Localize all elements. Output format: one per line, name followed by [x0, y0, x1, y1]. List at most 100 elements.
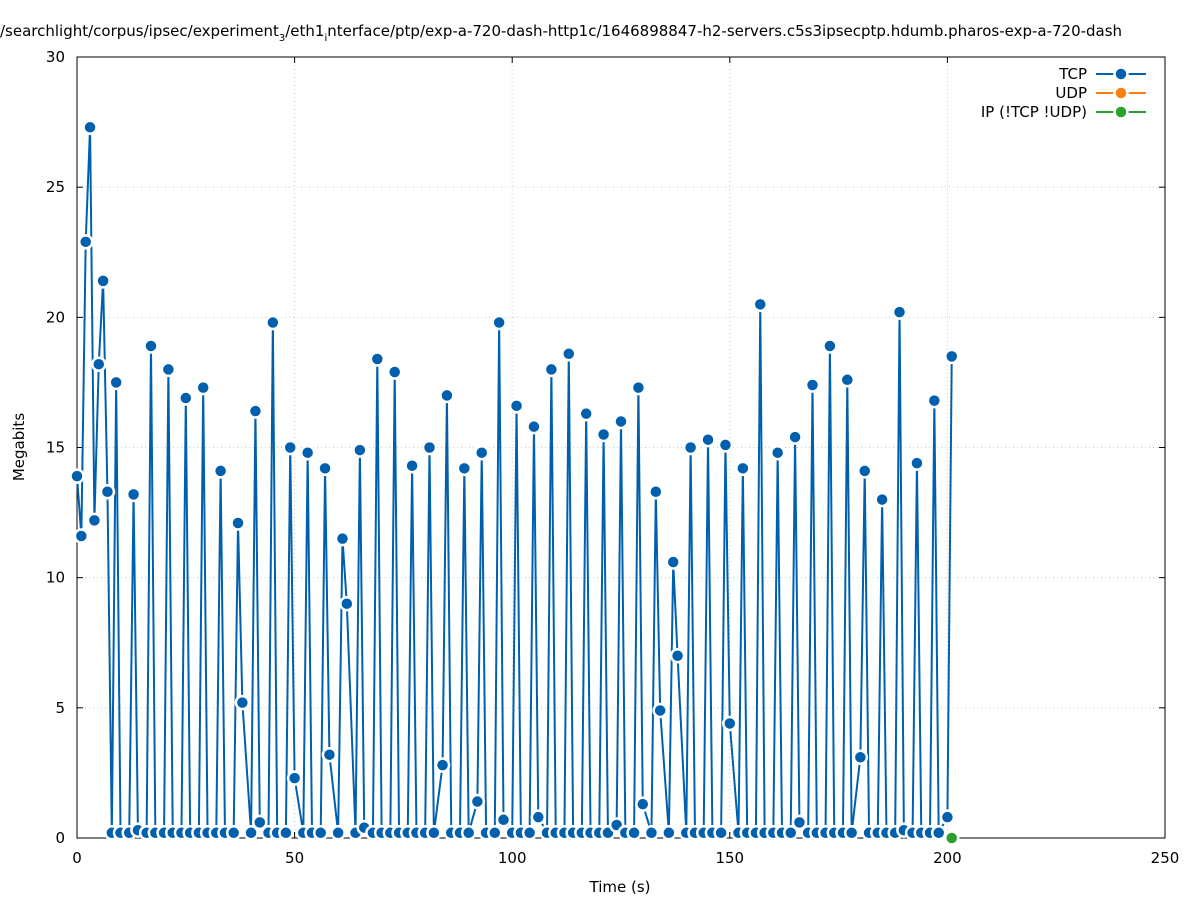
data-point — [334, 530, 351, 547]
data-point — [613, 413, 629, 430]
data-point — [386, 364, 403, 380]
data-point — [339, 595, 355, 612]
data-point — [352, 442, 368, 458]
data-point — [230, 515, 246, 531]
data-point — [495, 812, 512, 828]
data-point — [421, 439, 438, 456]
legend-item: TCP — [1058, 65, 1146, 83]
data-point — [321, 746, 338, 763]
data-point — [595, 426, 612, 443]
data-point — [543, 361, 560, 378]
data-point — [578, 405, 594, 422]
data-point — [225, 825, 242, 841]
data-point — [278, 825, 294, 841]
series-0 — [69, 119, 960, 841]
data-point — [939, 809, 956, 825]
data-point — [469, 793, 486, 810]
data-point — [521, 825, 538, 841]
data-point — [252, 814, 268, 831]
chart-title-mid: /eth1 — [285, 22, 324, 40]
y-tick-label: 15 — [46, 439, 65, 457]
data-point — [909, 455, 925, 471]
data-point — [769, 444, 786, 461]
data-point — [665, 554, 681, 570]
data-point — [713, 825, 729, 841]
data-point — [160, 361, 177, 378]
legend-marker — [1113, 104, 1129, 120]
data-point — [487, 825, 503, 841]
series-2 — [944, 830, 960, 846]
data-point — [787, 429, 803, 445]
data-point — [822, 338, 838, 354]
data-point — [125, 486, 142, 503]
data-point — [330, 825, 346, 841]
data-point — [91, 356, 107, 372]
legend-item: IP (!TCP !UDP) — [981, 103, 1146, 121]
chart-title-main: /searchlight/corpus/ipsec/experiment — [0, 22, 279, 40]
data-point — [143, 338, 159, 354]
data-point — [630, 379, 647, 396]
data-point — [856, 463, 873, 479]
data-point — [648, 484, 664, 500]
data-point — [473, 444, 490, 461]
data-point — [891, 304, 908, 320]
data-point — [99, 484, 116, 500]
data-point — [312, 825, 329, 841]
data-point — [317, 460, 333, 477]
data-point — [682, 439, 699, 456]
data-point — [439, 387, 455, 404]
data-point — [561, 346, 577, 362]
data-point — [669, 648, 686, 664]
data-point — [626, 825, 642, 841]
chart-title-sub: 3 — [279, 33, 285, 44]
series-line — [76, 126, 953, 834]
data-point — [635, 796, 651, 812]
chart-title-sub2: i — [324, 33, 327, 44]
y-axis-label: Megabits — [10, 413, 28, 481]
data-point — [82, 119, 98, 136]
y-tick-label: 10 — [46, 569, 65, 587]
data-point — [652, 702, 668, 719]
x-tick-label: 250 — [1151, 849, 1180, 867]
data-point — [491, 314, 507, 331]
legend-label: UDP — [1055, 84, 1087, 102]
data-point — [508, 398, 525, 414]
x-tick-label: 200 — [933, 849, 962, 867]
data-point — [108, 374, 124, 391]
data-point — [426, 825, 442, 841]
data-point — [86, 512, 103, 529]
y-tick-label: 20 — [46, 308, 65, 326]
y-tick-label: 5 — [55, 699, 65, 717]
ticks: 0 50 100 150 200 250 0 5 10 15 20 25 30 — [46, 48, 1179, 867]
data-point — [434, 757, 451, 773]
data-point — [843, 825, 860, 841]
data-point — [526, 418, 542, 435]
data-point — [944, 348, 960, 365]
data-point — [69, 468, 85, 484]
data-point — [404, 457, 420, 474]
y-tick-label: 0 — [55, 829, 65, 847]
data-point — [369, 351, 386, 367]
data-point — [178, 390, 194, 406]
data-point — [804, 377, 821, 393]
x-axis-label: Time (s) — [589, 878, 651, 896]
data-point — [243, 825, 259, 841]
data-point — [852, 749, 869, 766]
data-point — [299, 444, 316, 461]
data-point — [926, 392, 943, 409]
data-point — [77, 234, 94, 250]
data-point — [286, 770, 303, 786]
data-point — [722, 715, 738, 732]
data-point — [234, 694, 251, 711]
data-point — [247, 403, 264, 419]
data-point — [456, 460, 473, 477]
data-point — [839, 372, 856, 388]
x-tick-label: 150 — [715, 849, 744, 867]
y-tick-label: 25 — [46, 178, 65, 196]
data-point — [944, 830, 960, 846]
data-point — [265, 314, 281, 331]
legend-label: TCP — [1058, 65, 1087, 83]
data-point — [530, 809, 547, 825]
